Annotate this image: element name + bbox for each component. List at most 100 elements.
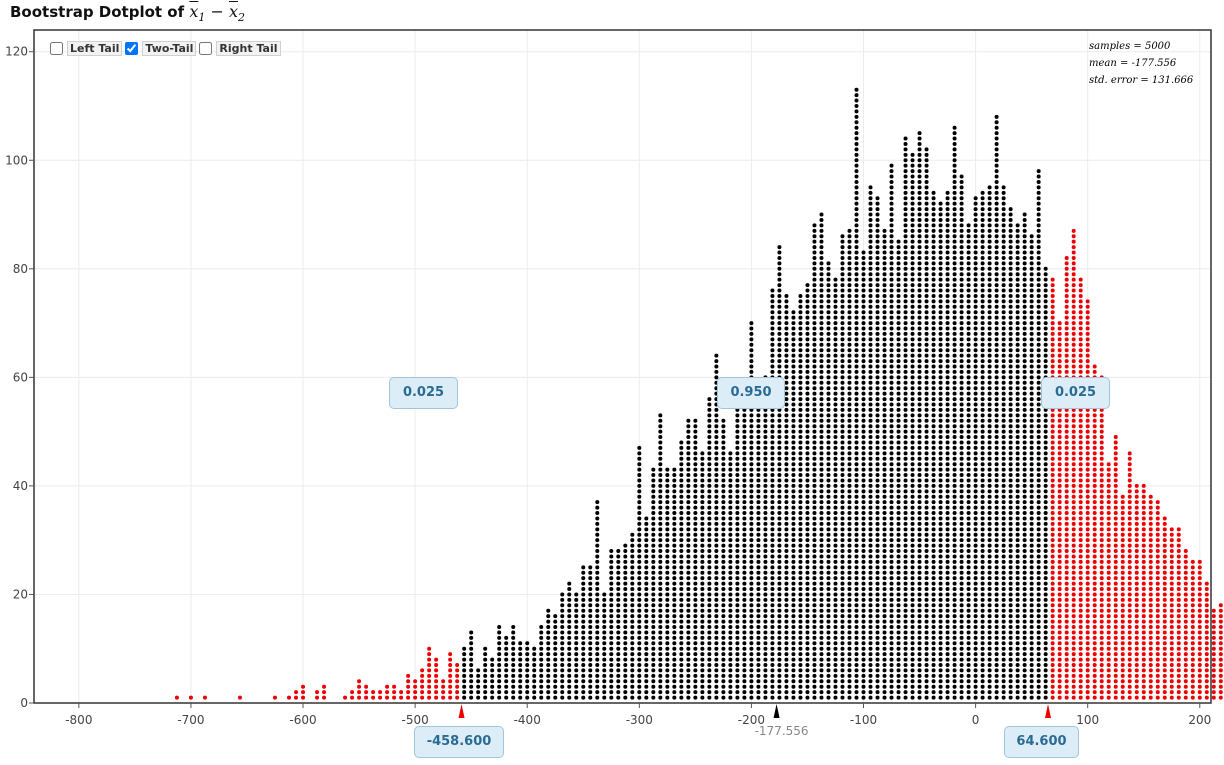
- dot: [798, 641, 803, 646]
- dot: [714, 576, 719, 581]
- dot: [1008, 429, 1013, 434]
- dot: [882, 641, 887, 646]
- dot: [861, 380, 866, 385]
- dot: [742, 570, 747, 575]
- dot: [847, 521, 852, 526]
- dot: [994, 310, 999, 315]
- dot: [826, 299, 831, 304]
- dot: [861, 288, 866, 293]
- dot: [938, 559, 943, 564]
- dot: [910, 266, 915, 271]
- dot: [826, 429, 831, 434]
- dot: [770, 608, 775, 613]
- dot: [602, 690, 607, 695]
- dot: [637, 619, 642, 624]
- dot: [847, 587, 852, 592]
- dot: [1022, 212, 1027, 217]
- dot: [658, 663, 663, 668]
- dot: [658, 684, 663, 689]
- dot: [658, 587, 663, 592]
- dot: [742, 630, 747, 635]
- dot: [917, 163, 922, 168]
- dot: [665, 673, 670, 678]
- dot: [889, 521, 894, 526]
- dot: [784, 592, 789, 597]
- dot: [994, 684, 999, 689]
- dot: [693, 657, 698, 662]
- dot: [840, 342, 845, 347]
- dot: [882, 239, 887, 244]
- dot: [714, 456, 719, 461]
- dot: [672, 581, 677, 586]
- dot: [945, 418, 950, 423]
- dot: [945, 559, 950, 564]
- dot: [980, 625, 985, 630]
- dot: [819, 445, 824, 450]
- dot: [987, 321, 992, 326]
- dot: [847, 413, 852, 418]
- dot: [644, 652, 649, 657]
- dot: [994, 657, 999, 662]
- dot: [616, 668, 621, 673]
- dot: [924, 277, 929, 282]
- dot: [833, 663, 838, 668]
- dot: [868, 348, 873, 353]
- dot: [980, 337, 985, 342]
- dot: [931, 451, 936, 456]
- dot: [882, 549, 887, 554]
- dot: [665, 521, 670, 526]
- dot: [833, 690, 838, 695]
- dot: [805, 500, 810, 505]
- dot: [903, 679, 908, 684]
- dot: [637, 494, 642, 499]
- dot: [903, 277, 908, 282]
- dot: [651, 625, 656, 630]
- dot: [462, 679, 467, 684]
- dot: [966, 565, 971, 570]
- dot: [700, 592, 705, 597]
- dot: [973, 266, 978, 271]
- dot: [1008, 293, 1013, 298]
- dot: [763, 435, 768, 440]
- dot: [994, 169, 999, 174]
- x-tick-label: -600: [289, 713, 316, 727]
- dot: [882, 272, 887, 277]
- dot: [1001, 641, 1006, 646]
- dot: [525, 673, 530, 678]
- dot: [770, 635, 775, 640]
- dot: [1001, 608, 1006, 613]
- dot: [931, 635, 936, 640]
- dot: [910, 386, 915, 391]
- dot: [1029, 478, 1034, 483]
- dot: [749, 462, 754, 467]
- dot: [721, 673, 726, 678]
- dot: [595, 538, 600, 543]
- dot: [931, 445, 936, 450]
- dot: [854, 435, 859, 440]
- dot: [441, 690, 446, 695]
- dot: [693, 445, 698, 450]
- dot: [952, 543, 957, 548]
- dot: [924, 646, 929, 651]
- dot: [924, 424, 929, 429]
- dot: [665, 494, 670, 499]
- dot: [973, 456, 978, 461]
- dot: [945, 532, 950, 537]
- dot: [539, 690, 544, 695]
- dot: [819, 478, 824, 483]
- dot: [819, 424, 824, 429]
- dot: [784, 570, 789, 575]
- dot: [973, 516, 978, 521]
- dot: [679, 516, 684, 521]
- dot: [917, 652, 922, 657]
- dot: [1029, 435, 1034, 440]
- dot: [861, 293, 866, 298]
- dot: [511, 652, 516, 657]
- dot: [1015, 554, 1020, 559]
- dot: [938, 462, 943, 467]
- dot: [987, 223, 992, 228]
- dot: [616, 597, 621, 602]
- dot: [553, 679, 558, 684]
- dot: [567, 690, 572, 695]
- dot: [903, 196, 908, 201]
